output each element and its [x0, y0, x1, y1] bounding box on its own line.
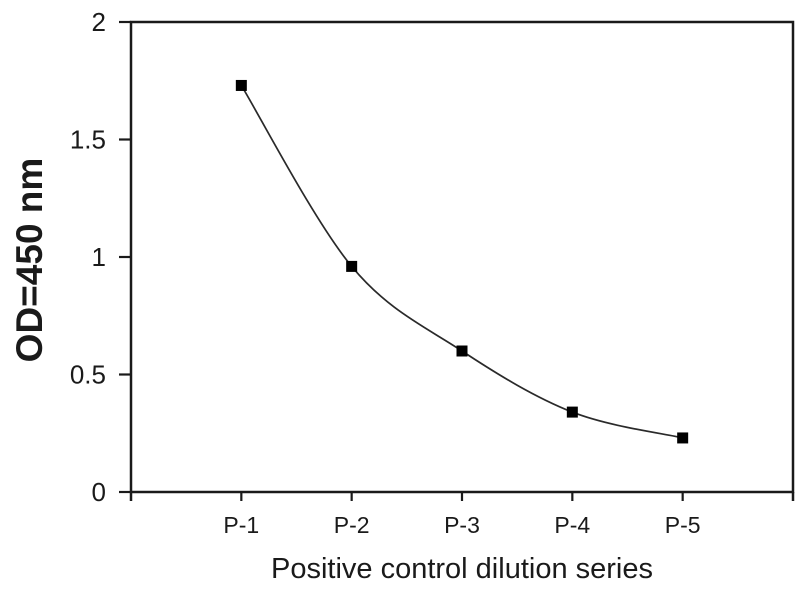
y-tick-label: 1.5: [70, 125, 106, 155]
plot-frame: [129, 20, 795, 494]
x-tick-label: P-1: [223, 512, 259, 538]
x-tick-label: P-5: [665, 512, 701, 538]
y-tick-label: 0: [92, 477, 106, 507]
data-point-marker: [456, 345, 468, 357]
x-tick-label: P-2: [334, 512, 370, 538]
data-point-marker: [677, 432, 689, 444]
y-axis-title: OD=450 nm: [9, 157, 50, 363]
y-tick-label: 0.5: [70, 360, 106, 390]
data-point-marker: [566, 406, 578, 418]
data-point-marker: [346, 260, 358, 272]
y-tick-label: 2: [92, 7, 106, 37]
x-tick-label: P-4: [554, 512, 590, 538]
x-tick-label: P-3: [444, 512, 480, 538]
data-point-marker: [235, 79, 247, 91]
series-line: [240, 85, 683, 439]
x-axis-title: Positive control dilution series: [270, 553, 653, 585]
y-tick-label: 1: [92, 242, 106, 272]
